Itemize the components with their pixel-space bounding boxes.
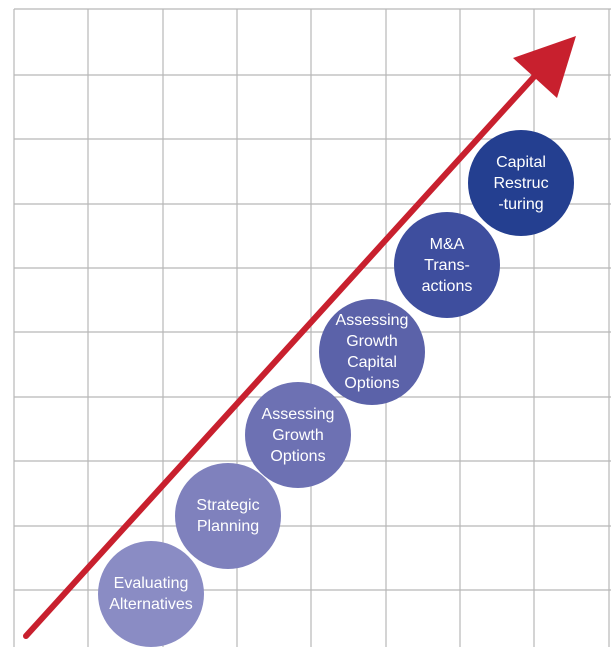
circle-capital-restructuring: Capital Restruc -turing <box>468 130 574 236</box>
circle-evaluating-alternatives: Evaluating Alternatives <box>98 541 204 647</box>
circle-label: Assessing Growth Capital Options <box>335 312 409 392</box>
circle-label: Capital Restruc -turing <box>493 153 549 213</box>
circle-label: M&A Trans- actions <box>421 235 473 295</box>
circle-label: Evaluating Alternatives <box>109 575 193 613</box>
circle-assessing-growth-options: Assessing Growth Options <box>245 382 351 488</box>
circle-ma-transactions: M&A Trans- actions <box>394 212 500 318</box>
circle-label: Strategic Planning <box>196 497 260 535</box>
growth-arrow-head <box>513 36 576 98</box>
growth-arrow-shaft <box>23 65 545 639</box>
circle-label: Assessing Growth Options <box>261 405 335 465</box>
circle-assessing-growth-capital-options: Assessing Growth Capital Options <box>319 299 425 405</box>
circle-strategic-planning: Strategic Planning <box>175 463 281 569</box>
